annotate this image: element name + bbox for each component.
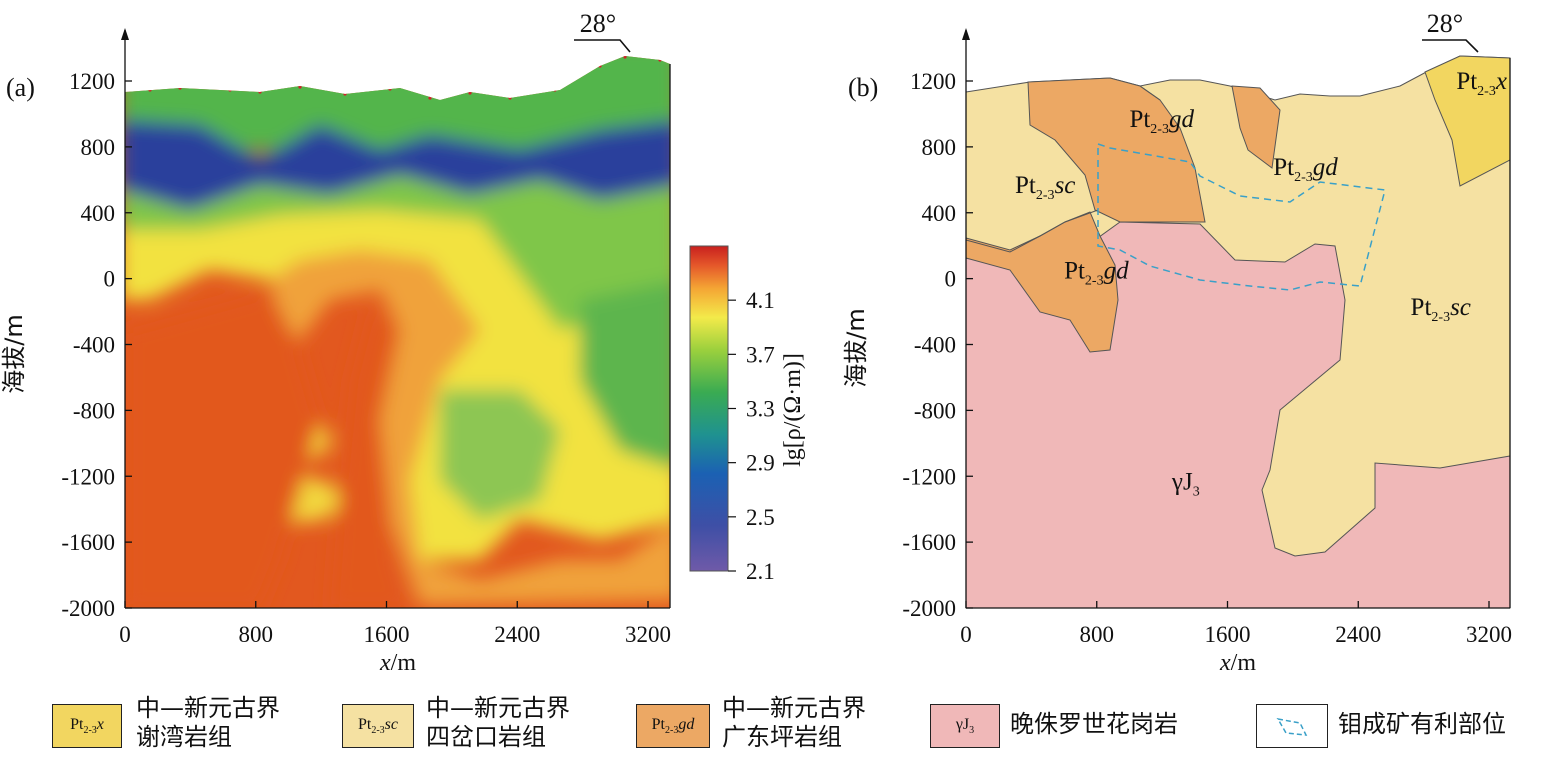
resistivity-field — [125, 56, 670, 608]
unit-label: Pt2-3sc — [1015, 172, 1075, 203]
field-zone-central-low — [440, 390, 560, 520]
x-tick-label: 1600 — [1205, 622, 1251, 647]
colorbar-tick-label: 4.1 — [746, 288, 775, 313]
field-zone-shallow-low — [125, 120, 670, 210]
colorbar-tick-label: 2.1 — [746, 559, 775, 584]
y-tick-label: 400 — [922, 201, 957, 226]
legend-label-prospect: 钼成矿有利部位 — [1338, 710, 1506, 738]
unit-gd-east — [1231, 85, 1281, 169]
y-tick-label: -1600 — [902, 530, 956, 555]
y-tick-label: -800 — [73, 398, 115, 423]
panel-a-y-arrow — [121, 28, 129, 40]
y-tick-label: 0 — [945, 267, 957, 292]
panel-b-axes — [965, 30, 1511, 609]
colorbar-tick-label: 2.9 — [746, 451, 775, 476]
y-tick-label: -800 — [914, 398, 956, 423]
unit-label: Pt2-3gd — [1273, 154, 1338, 185]
y-tick-label: -400 — [73, 333, 115, 358]
y-tick-label: -400 — [914, 333, 956, 358]
x-tick-label: 800 — [239, 622, 274, 647]
unit-labels: Pt2-3x Pt2-3gd Pt2-3sc Pt2-3gd Pt2-3gd Pt2-3s… — [1015, 68, 1507, 499]
panel-b: (b) Pt2-3xPt2-3gdPt2-3scPt2-3gdPt2-3gdPt… — [842, 9, 1512, 676]
panel-b-north-label: 28° — [1427, 9, 1463, 38]
y-tick-label: 0 — [104, 267, 116, 292]
colorbar-label: lg[ρ/(Ω·m)] — [780, 353, 806, 467]
y-tick-label: -1200 — [902, 464, 956, 489]
y-tick-label: -1600 — [61, 530, 115, 555]
colorbar-tick-label: 3.3 — [746, 397, 775, 422]
legend-swatch-sc: Pt2-3sc — [342, 704, 414, 748]
y-tick-label: -2000 — [61, 596, 115, 621]
y-tick-label: 400 — [81, 201, 116, 226]
prospect-icon — [1276, 717, 1308, 736]
panel-b-y-ticks: 1200 800 400 0 -400 -800 -1200 -1600 -2000 — [902, 69, 973, 621]
colorbar-tick-label: 3.7 — [746, 342, 775, 367]
panel-a-axes — [124, 30, 671, 609]
x-tick-label: 1600 — [364, 622, 410, 647]
x-tick-label: 2400 — [1335, 622, 1381, 647]
panel-b-x-label: x/m — [1219, 650, 1256, 676]
unit-label: Pt2-3x — [1456, 68, 1507, 99]
panel-a-north-arrow — [574, 39, 631, 53]
legend-swatch-prospect — [1256, 704, 1328, 748]
unit-sc-boundary-west — [965, 209, 1099, 253]
unit-label: Pt2-3sc — [1411, 294, 1471, 325]
colorbar-tick-label: 2.5 — [746, 505, 775, 530]
legend-label-sc: 中—新元古界 四岔口岩组 — [426, 694, 570, 751]
field-zone-orange — [270, 250, 670, 605]
legend-swatch-granite: γJ3 — [930, 704, 1000, 748]
y-tick-label: -2000 — [902, 596, 956, 621]
panel-a-label: (a) — [6, 73, 35, 102]
x-tick-label: 2400 — [494, 622, 540, 647]
panel-b-label: (b) — [848, 73, 878, 102]
x-tick-label: 3200 — [625, 622, 671, 647]
y-tick-label: 1200 — [910, 69, 956, 94]
panel-a-y-label: 海拔/m — [0, 314, 28, 393]
colorbar-ticks: 4.1 3.7 3.3 2.9 2.5 2.1 — [728, 288, 775, 584]
x-tick-label: 0 — [960, 622, 972, 647]
y-tick-label: 800 — [922, 135, 957, 160]
unit-label: Pt2-3gd — [1129, 106, 1194, 137]
prospect-outline — [1097, 142, 1386, 291]
legend-label-gd: 中—新元古界 广东坪岩组 — [722, 694, 866, 751]
panel-b-north-arrow — [1422, 39, 1479, 53]
y-tick-label: -1200 — [61, 464, 115, 489]
panel-a-x-label: x/m — [379, 650, 416, 676]
legend-swatch-x: Pt2-3x — [52, 704, 122, 748]
legend-label-x: 中—新元古界 谢湾岩组 — [136, 694, 280, 751]
panel-b-y-label: 海拔/m — [842, 308, 870, 387]
x-tick-label: 800 — [1080, 622, 1115, 647]
panel-a-north-label: 28° — [580, 9, 616, 38]
unit-x — [1424, 55, 1511, 187]
field-zone-transition — [125, 175, 670, 330]
field-zone-east-low — [580, 280, 670, 470]
panel-a-y-ticks: 1200 800 400 0 -400 -800 -1200 -1600 -2000 — [61, 69, 132, 621]
geologic-units — [965, 55, 1511, 609]
x-tick-label: 3200 — [1466, 622, 1512, 647]
legend-label-granite: 晚侏罗世花岗岩 — [1010, 710, 1178, 738]
panel-a-x-ticks: 0 800 1600 2400 3200 — [119, 601, 671, 647]
field-zone-deep-red — [125, 290, 320, 608]
panel-b-x-ticks: 0 800 1600 2400 3200 — [960, 601, 1512, 647]
unit-sc-boundary-middle — [1139, 85, 1161, 101]
y-tick-label: 1200 — [69, 69, 115, 94]
panel-b-y-arrow — [962, 28, 970, 40]
legend-swatch-gd: Pt2-3gd — [636, 704, 710, 748]
unit-label: Pt2-3gd — [1064, 258, 1129, 289]
colorbar — [689, 245, 729, 572]
field-zone-deep-red-2 — [330, 300, 410, 608]
y-tick-label: 800 — [81, 135, 116, 160]
unit-label: γJ3 — [1171, 468, 1200, 499]
x-tick-label: 0 — [119, 622, 131, 647]
panel-a: (a) — [0, 9, 806, 676]
